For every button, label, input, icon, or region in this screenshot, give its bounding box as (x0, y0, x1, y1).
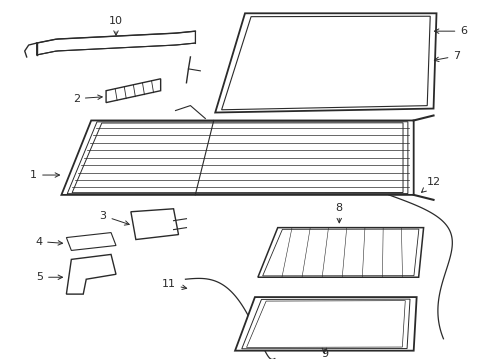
Text: 7: 7 (433, 51, 460, 62)
Text: 3: 3 (100, 211, 129, 225)
Text: 2: 2 (73, 94, 102, 104)
Text: 6: 6 (433, 26, 467, 36)
Polygon shape (257, 228, 423, 277)
Text: 12: 12 (421, 177, 440, 192)
Text: 10: 10 (109, 16, 123, 35)
Polygon shape (66, 233, 116, 251)
Text: 11: 11 (161, 279, 186, 289)
Polygon shape (37, 31, 195, 55)
Text: 4: 4 (35, 237, 62, 247)
Text: 8: 8 (335, 203, 342, 223)
Text: 5: 5 (36, 272, 62, 282)
Polygon shape (235, 297, 416, 351)
Polygon shape (66, 255, 116, 294)
Polygon shape (131, 209, 178, 239)
Polygon shape (215, 13, 436, 113)
Polygon shape (106, 79, 161, 103)
Text: 9: 9 (320, 348, 327, 359)
Text: 1: 1 (30, 170, 60, 180)
Polygon shape (61, 121, 413, 195)
